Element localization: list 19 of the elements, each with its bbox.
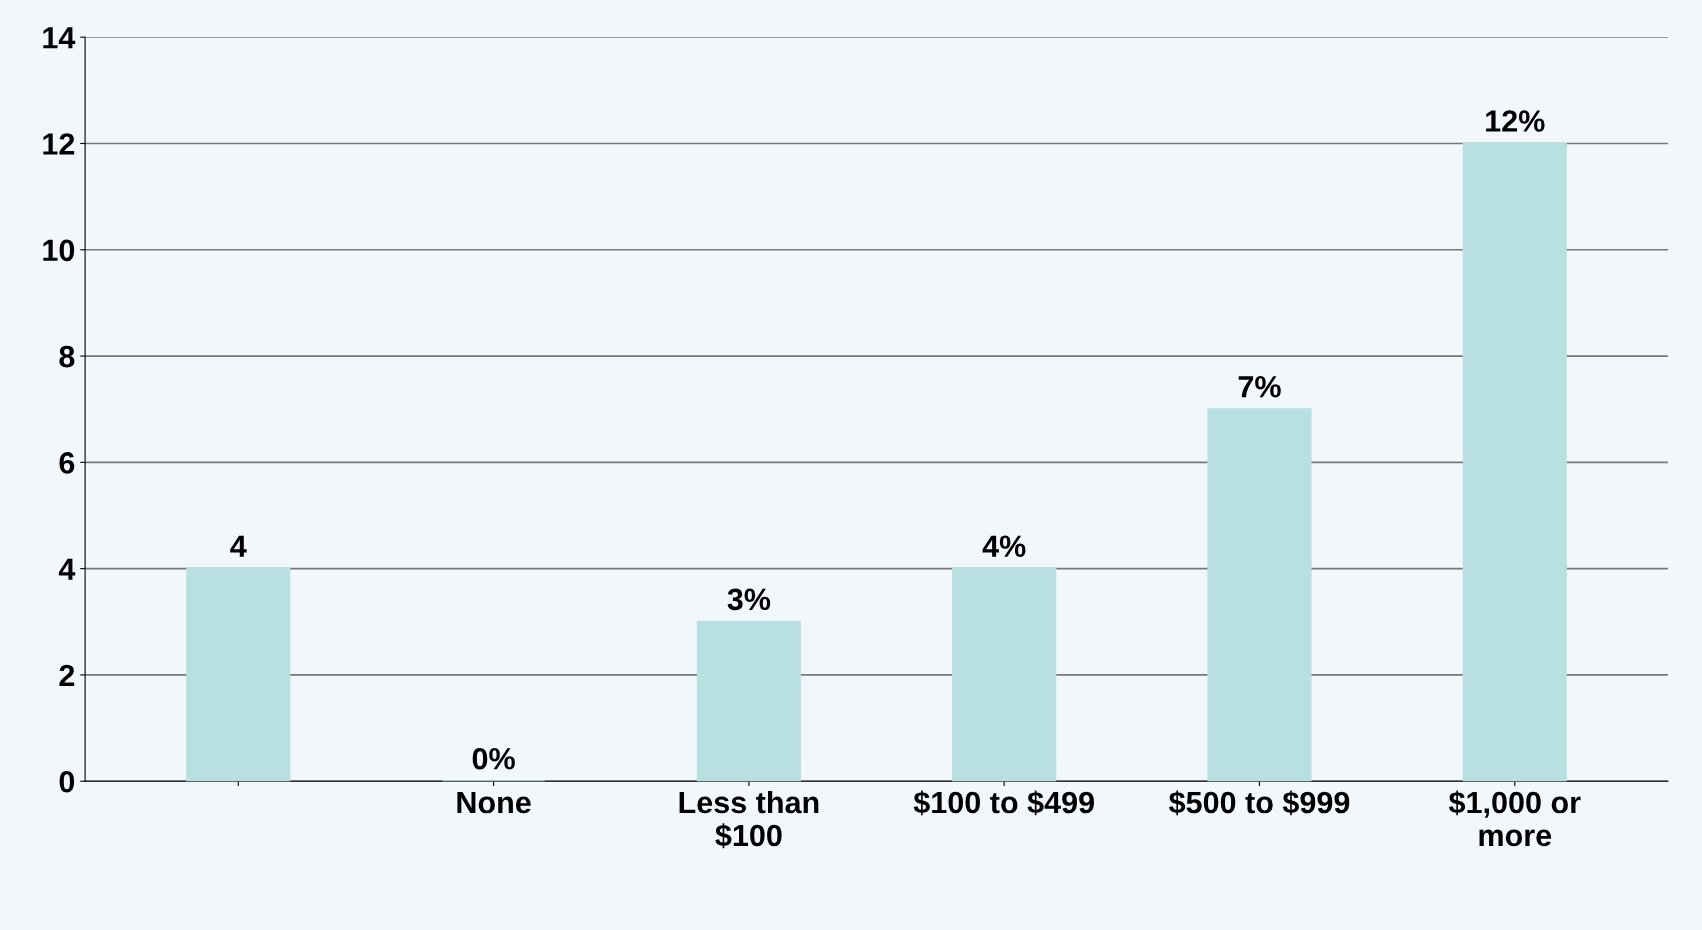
data-label: 12%: [1486, 110, 1545, 132]
data-label: 7%: [1238, 376, 1281, 398]
y-tick-label: 0: [59, 770, 75, 793]
y-tick-label: 12: [43, 133, 75, 155]
y-tick-label: 8: [59, 345, 75, 368]
data-label: 4%: [982, 535, 1026, 557]
y-tick-label: 10: [43, 239, 75, 262]
data-label: 4: [230, 535, 247, 557]
y-tick-label: 2: [59, 664, 75, 686]
x-tick-label: $100 to $499: [913, 790, 1094, 816]
x-tick-label: Less than $100: [679, 790, 819, 849]
x-tick-label: None: [457, 792, 531, 814]
x-tick-label: $1,000 or more: [1448, 790, 1581, 847]
y-tick-label: 6: [59, 452, 75, 474]
x-tick-label: $500 to $999: [1169, 790, 1350, 816]
y-tick-label: 14: [43, 27, 76, 49]
data-label: 0%: [472, 747, 515, 770]
y-tick-label: 4: [58, 558, 76, 580]
data-label: 3%: [727, 588, 771, 611]
